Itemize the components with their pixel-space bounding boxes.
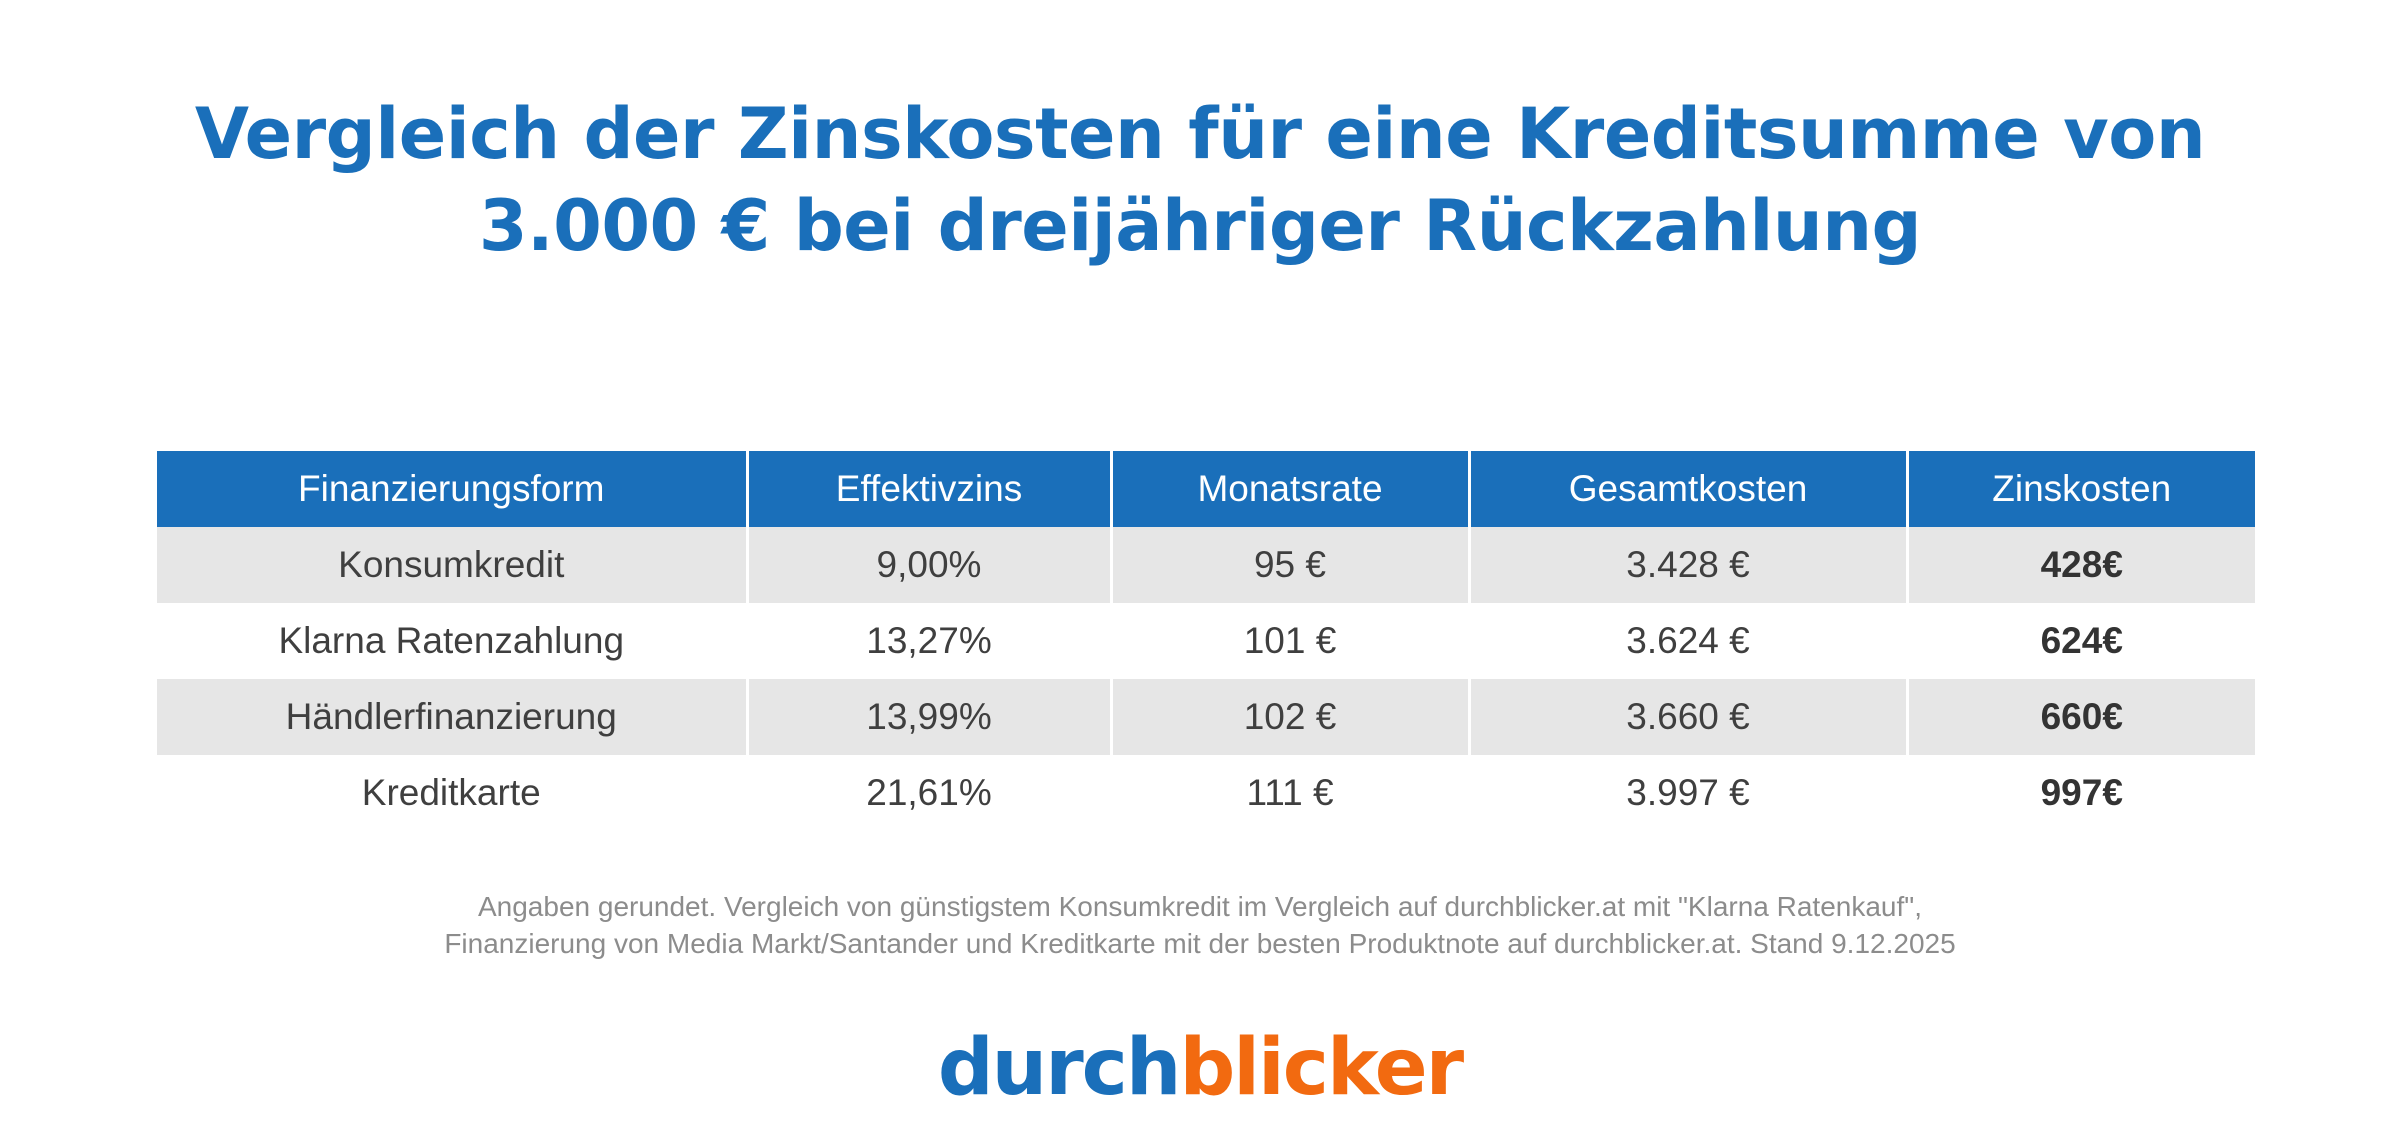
- cell-finanzierungsform: Kreditkarte: [157, 755, 747, 831]
- cell-gesamtkosten: 3.624 €: [1467, 603, 1907, 679]
- footnote-line-2: Finanzierung von Media Markt/Santander u…: [444, 928, 1956, 959]
- cell-effektivzins: 13,27%: [745, 603, 1111, 679]
- cell-monatsrate: 111 €: [1109, 755, 1469, 831]
- header-zinskosten: Zinskosten: [1905, 451, 2255, 527]
- page-title-line-1: Vergleich der Zinskosten für eine Kredit…: [194, 93, 2206, 175]
- header-monatsrate: Monatsrate: [1109, 451, 1469, 527]
- logo-part-durch: durch: [937, 1023, 1182, 1113]
- header-finanzierungsform: Finanzierungsform: [157, 451, 747, 527]
- logo-part-blicker: blicker: [1179, 1023, 1464, 1113]
- table-row: Konsumkredit 9,00% 95 € 3.428 € 428€: [157, 527, 2255, 603]
- durchblicker-logo: durchblicker: [0, 1020, 2400, 1116]
- table-header-row: Finanzierungsform Effektivzins Monatsrat…: [157, 451, 2255, 527]
- footnote: Angaben gerundet. Vergleich von günstigs…: [0, 888, 2400, 962]
- cell-finanzierungsform: Konsumkredit: [157, 527, 747, 603]
- cell-zinskosten: 428€: [1905, 527, 2255, 603]
- cell-monatsrate: 101 €: [1109, 603, 1469, 679]
- page-title-line-2: 3.000 € bei dreijähriger Rückzahlung: [478, 185, 1922, 267]
- table-row: Klarna Ratenzahlung 13,27% 101 € 3.624 €…: [157, 603, 2255, 679]
- cell-effektivzins: 9,00%: [745, 527, 1111, 603]
- comparison-table: Finanzierungsform Effektivzins Monatsrat…: [157, 451, 2255, 831]
- cell-effektivzins: 13,99%: [745, 679, 1111, 755]
- table-row: Händlerfinanzierung 13,99% 102 € 3.660 €…: [157, 679, 2255, 755]
- cell-gesamtkosten: 3.997 €: [1467, 755, 1907, 831]
- header-gesamtkosten: Gesamtkosten: [1467, 451, 1907, 527]
- header-effektivzins: Effektivzins: [745, 451, 1111, 527]
- cell-finanzierungsform: Klarna Ratenzahlung: [157, 603, 747, 679]
- page-title: Vergleich der Zinskosten für eine Kredit…: [0, 88, 2400, 272]
- footnote-line-1: Angaben gerundet. Vergleich von günstigs…: [477, 891, 1922, 922]
- table-row: Kreditkarte 21,61% 111 € 3.997 € 997€: [157, 755, 2255, 831]
- cell-monatsrate: 95 €: [1109, 527, 1469, 603]
- cell-effektivzins: 21,61%: [745, 755, 1111, 831]
- cell-zinskosten: 997€: [1905, 755, 2255, 831]
- cell-zinskosten: 660€: [1905, 679, 2255, 755]
- cell-zinskosten: 624€: [1905, 603, 2255, 679]
- cell-finanzierungsform: Händlerfinanzierung: [157, 679, 747, 755]
- cell-gesamtkosten: 3.428 €: [1467, 527, 1907, 603]
- cell-monatsrate: 102 €: [1109, 679, 1469, 755]
- cell-gesamtkosten: 3.660 €: [1467, 679, 1907, 755]
